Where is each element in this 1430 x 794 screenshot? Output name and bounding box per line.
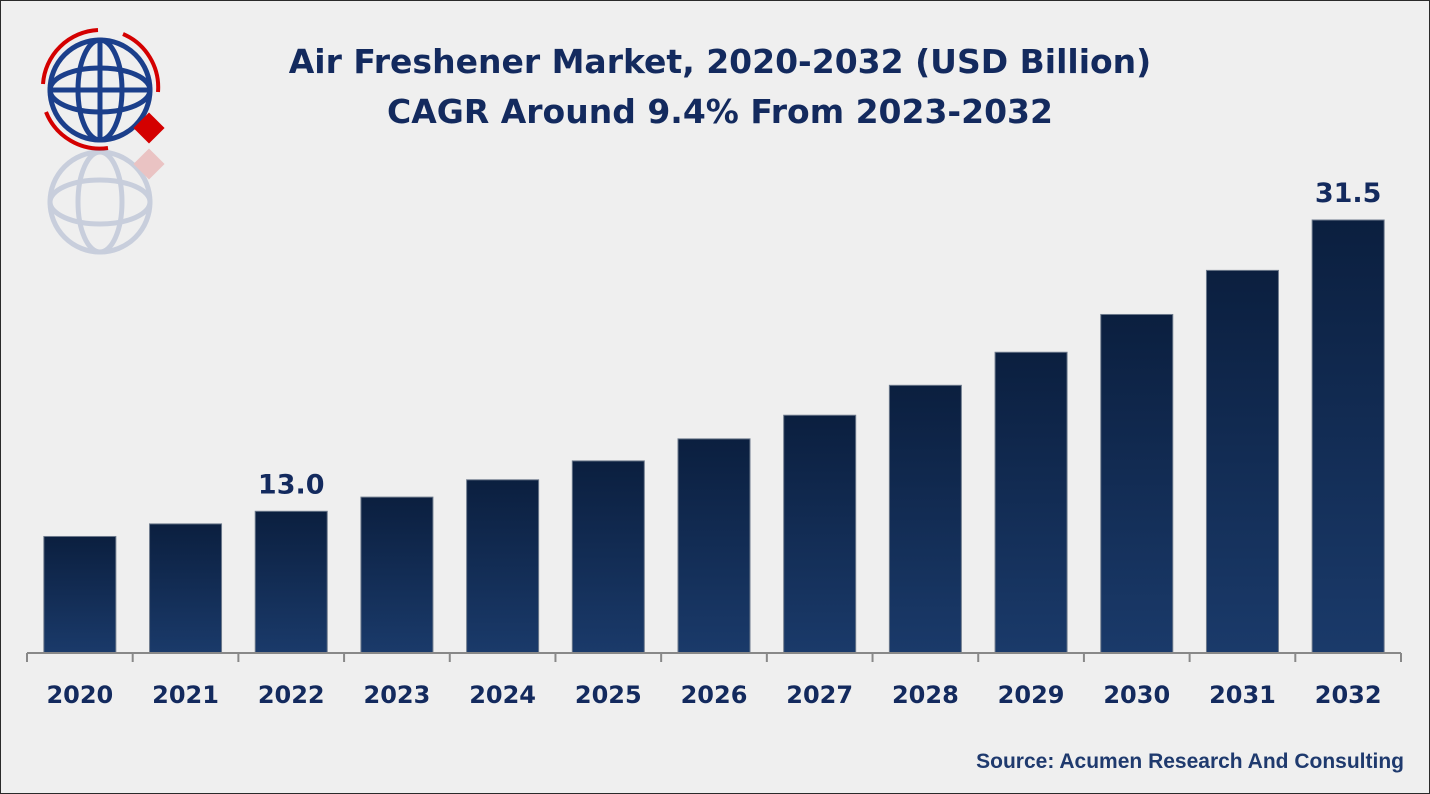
x-tick-label: 2029 (998, 681, 1065, 709)
x-tick-label: 2026 (681, 681, 748, 709)
bar-2028 (888, 384, 962, 654)
x-tick-label: 2028 (892, 681, 959, 709)
bar-2020 (43, 535, 117, 654)
bar-2021 (149, 523, 223, 654)
bar-2024 (466, 479, 540, 654)
company-logo (41, 28, 165, 255)
x-tick-label: 2020 (46, 681, 113, 709)
x-tick-label: 2025 (575, 681, 642, 709)
bar-2032 (1311, 219, 1385, 654)
data-label-2032: 31.5 (1315, 178, 1382, 209)
bar-2025 (571, 460, 645, 654)
source-note: Source: Acumen Research And Consulting (976, 750, 1404, 773)
x-tick-label: 2031 (1209, 681, 1276, 709)
x-tick-label: 2023 (364, 681, 431, 709)
chart-title: Air Freshener Market, 2020-2032 (USD Bil… (288, 42, 1152, 81)
x-tick-label: 2027 (786, 681, 853, 709)
data-label-2022: 13.0 (258, 469, 325, 500)
globe-icon (41, 28, 165, 151)
chart-subtitle: CAGR Around 9.4% From 2023-2032 (387, 92, 1053, 131)
bar-2026 (677, 438, 751, 654)
bar-2027 (783, 414, 857, 654)
bar-2031 (1205, 269, 1279, 654)
x-tick-label: 2030 (1103, 681, 1170, 709)
x-tick-label: 2021 (152, 681, 219, 709)
bar-2030 (1100, 313, 1174, 654)
bar-2023 (360, 496, 434, 654)
x-tick-label: 2024 (469, 681, 536, 709)
logo-reflection (47, 148, 165, 255)
bar-2029 (994, 351, 1068, 654)
x-tick-label: 2032 (1315, 681, 1382, 709)
x-tick-label: 2022 (258, 681, 325, 709)
bar-2022 (254, 510, 328, 654)
